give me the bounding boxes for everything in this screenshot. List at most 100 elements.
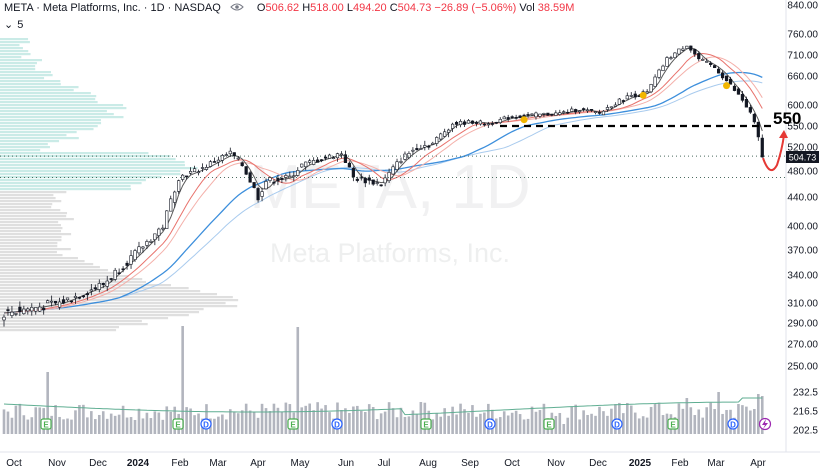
price-tick-label: 370.00 <box>787 246 818 257</box>
candle-body <box>343 154 348 163</box>
volume-bar <box>90 411 93 434</box>
profile-bar <box>0 275 129 278</box>
profile-bar <box>0 212 68 215</box>
volume-bar <box>641 416 645 434</box>
profile-bar <box>0 164 185 167</box>
volume-bar <box>586 414 589 434</box>
volume-bar <box>324 405 327 434</box>
candle-body <box>554 112 558 116</box>
candle-body <box>601 110 606 116</box>
price-tick-label: 216.5 <box>793 407 818 418</box>
price-tick-label: 660.00 <box>787 72 818 83</box>
candle-body <box>300 163 304 168</box>
profile-bar <box>0 197 56 200</box>
volume-bar <box>105 418 109 434</box>
volume-bar <box>582 410 585 434</box>
volume-bar <box>737 404 740 434</box>
candle-body <box>506 117 510 120</box>
candle-body <box>30 307 34 312</box>
dividend-marker-label: D <box>614 421 620 430</box>
candle-body <box>228 150 232 155</box>
profile-bar <box>0 140 60 143</box>
symbol-title[interactable]: META · Meta Platforms, Inc. · 1D · NASDA… <box>4 2 221 14</box>
profile-bar <box>0 230 62 233</box>
candle-body <box>570 108 574 112</box>
candle-body <box>494 121 498 124</box>
candle-body <box>728 78 733 85</box>
volume-bar <box>506 415 510 434</box>
price-tick-label: 310.00 <box>787 299 818 310</box>
volume-bar <box>50 415 53 434</box>
profile-bar <box>0 125 98 128</box>
candle-body <box>546 112 550 116</box>
candle-body <box>677 48 681 55</box>
volume-bar <box>66 418 69 434</box>
earnings-marker-label: E <box>423 421 429 430</box>
candle-body <box>391 166 395 175</box>
candle-body <box>216 159 220 163</box>
profile-bar <box>0 122 102 125</box>
candle-body <box>185 175 189 178</box>
profile-bar <box>0 224 61 227</box>
volume-bar <box>423 402 427 434</box>
candle-body <box>280 178 284 180</box>
candle-body <box>502 116 506 120</box>
candle-body <box>50 300 54 303</box>
open-label: O <box>256 2 266 14</box>
volume-bar <box>26 419 30 434</box>
candle-body <box>10 311 14 316</box>
profile-bar <box>0 137 79 140</box>
earnings-marker-label: E <box>546 421 552 430</box>
profile-bar <box>0 206 52 209</box>
volume-bar <box>248 410 252 434</box>
candle-body <box>427 145 431 148</box>
indicator-count: 5 <box>17 19 24 31</box>
volume-bar <box>411 410 415 434</box>
volume-bar <box>542 403 546 434</box>
candle-body <box>760 137 764 158</box>
candle-body <box>272 181 276 184</box>
price-tick-label: 550.00 <box>787 122 818 133</box>
candle-body <box>212 161 217 163</box>
volume-bar <box>117 414 121 434</box>
volume-bar <box>534 411 538 434</box>
candle-body <box>645 91 649 94</box>
profile-bar <box>0 110 107 113</box>
candle-body <box>597 112 602 114</box>
volume-bar <box>312 410 315 434</box>
indicator-toggle[interactable]: ⌄ 5 <box>4 18 23 31</box>
candle-body <box>85 293 89 296</box>
price-axis: 840.00 760.00 710.00 660.00 600.00 550.00 520.… <box>785 0 818 452</box>
time-tick-label: Nov <box>48 458 66 469</box>
eye-icon[interactable] <box>230 2 244 12</box>
candle-body <box>530 113 534 116</box>
low-value: 494.20 <box>353 2 387 14</box>
candle-body <box>117 272 121 275</box>
volume-bar <box>352 406 355 434</box>
ma-red-line <box>3 52 763 314</box>
dividend-marker <box>727 418 739 430</box>
profile-bar <box>0 161 185 164</box>
candlesticks <box>2 45 764 327</box>
candle-body <box>685 45 689 49</box>
candle-body <box>105 280 109 287</box>
close-value: 504.73 <box>397 2 432 14</box>
candle-body <box>22 308 26 315</box>
candle-body <box>462 121 467 125</box>
ohlc-values: O506.62 H518.00 L494.20 C504.73 −26.89 (… <box>257 2 575 14</box>
candle-body <box>288 175 292 178</box>
candle-body <box>431 142 435 145</box>
volume-bar <box>395 417 399 434</box>
candle-body <box>192 168 197 173</box>
volume-bar <box>137 408 141 434</box>
candle-body <box>724 75 729 82</box>
candle-body <box>574 109 578 113</box>
volume-bar <box>169 411 173 434</box>
profile-bar <box>0 74 53 77</box>
volume-bar <box>141 418 145 434</box>
profile-bar <box>0 167 198 170</box>
volume-bar <box>256 417 260 434</box>
candle-body <box>244 166 248 175</box>
candle-body <box>593 111 598 113</box>
